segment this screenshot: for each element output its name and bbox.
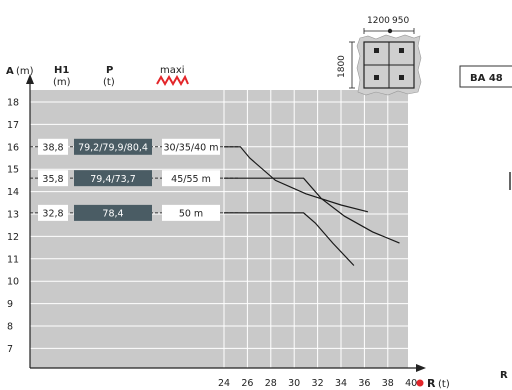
x-tick-label: 26 bbox=[241, 378, 253, 389]
x-tick-label: 34 bbox=[335, 378, 347, 389]
row-p-value-box bbox=[74, 204, 152, 221]
base-plan-diagram: 1200 950 1800 bbox=[337, 16, 422, 96]
load-curve bbox=[224, 146, 369, 213]
y-tick-labels: 7 8 9 10 11 12 13 14 15 16 17 18 bbox=[7, 98, 19, 355]
row-length-value-box bbox=[162, 204, 220, 221]
row-p-value: 79,4/73,7 bbox=[90, 174, 136, 185]
base-width-2: 950 bbox=[392, 16, 409, 26]
y-tick-label: 11 bbox=[7, 254, 19, 265]
base-foot-4-icon bbox=[399, 75, 404, 80]
x-tick-label: 24 bbox=[218, 378, 230, 389]
r-axis-unit: (t) bbox=[438, 379, 450, 390]
row-p-value-box bbox=[74, 170, 152, 187]
x-axis-arrow-icon bbox=[416, 364, 426, 372]
a-axis-label: A bbox=[6, 66, 14, 77]
row-h1-value-box bbox=[38, 170, 68, 187]
row-h1-value: 32,8 bbox=[42, 209, 63, 220]
x-tick-label: 30 bbox=[288, 378, 300, 389]
y-tick-label: 14 bbox=[7, 187, 19, 198]
y-tick-label: 16 bbox=[7, 142, 19, 153]
configuration-rows: 38,8 79,2/79,9/80,4 30/35/40 m 35,8 79,4/73,… bbox=[30, 138, 238, 221]
h1-unit: (m) bbox=[53, 77, 71, 88]
row-p-value-box bbox=[74, 138, 152, 155]
x-tick-label: 40 bbox=[405, 378, 417, 389]
model-label: BA 48 bbox=[470, 73, 503, 84]
vertical-gridlines bbox=[223, 90, 389, 368]
edge-r-label: R bbox=[500, 370, 508, 381]
row-p-value: 79,2/79,9/80,4 bbox=[78, 143, 148, 154]
r-dot-icon bbox=[416, 379, 424, 387]
y-tick-label: 10 bbox=[7, 277, 19, 288]
row-h1-value-box bbox=[38, 138, 68, 155]
p-header: P bbox=[106, 65, 113, 76]
maxi-header: maxi bbox=[160, 65, 185, 76]
x-tick-label: 32 bbox=[312, 378, 324, 389]
row-length-value-box bbox=[162, 170, 220, 187]
y-tick-label: 9 bbox=[7, 299, 13, 310]
y-tick-label: 13 bbox=[7, 210, 19, 221]
base-depth: 1800 bbox=[337, 55, 347, 78]
row-length-value-box bbox=[162, 138, 220, 155]
row-length-value: 45/55 m bbox=[171, 174, 211, 185]
row-p-value: 78,4 bbox=[102, 209, 123, 220]
model-box bbox=[459, 65, 512, 88]
plot-area bbox=[30, 90, 408, 368]
r-axis-label: R bbox=[427, 377, 436, 390]
maxi-zigzag-icon bbox=[156, 74, 189, 87]
load-curves bbox=[224, 146, 400, 266]
x-tick-labels: 24 26 28 30 32 34 36 38 40 bbox=[218, 378, 417, 389]
y-tick-label: 15 bbox=[7, 165, 19, 176]
row-h1-value: 35,8 bbox=[42, 174, 63, 185]
h1-header: H1 bbox=[54, 65, 69, 76]
base-foot-1-icon bbox=[374, 48, 379, 53]
x-tick-label: 38 bbox=[382, 378, 394, 389]
row-h1-value: 38,8 bbox=[42, 143, 63, 154]
y-tick-label: 8 bbox=[7, 322, 13, 333]
y-tick-label: 17 bbox=[7, 120, 19, 131]
base-width-1: 1200 bbox=[367, 16, 390, 26]
base-foot-3-icon bbox=[374, 75, 379, 80]
y-tick-label: 7 bbox=[7, 344, 13, 355]
base-center-dot-icon bbox=[387, 28, 393, 34]
row-length-value: 50 m bbox=[179, 209, 203, 220]
load-curve bbox=[224, 177, 400, 244]
y-tick-label: 18 bbox=[7, 98, 19, 109]
row-length-value: 30/35/40 m bbox=[164, 143, 219, 154]
row-h1-value-box bbox=[38, 204, 68, 221]
p-unit: (t) bbox=[103, 77, 115, 88]
x-tick-label: 28 bbox=[265, 378, 277, 389]
a-axis-unit: (m) bbox=[16, 66, 34, 77]
load-curve bbox=[224, 212, 355, 266]
x-tick-label: 36 bbox=[358, 378, 370, 389]
base-foot-2-icon bbox=[399, 48, 404, 53]
y-tick-label: 12 bbox=[7, 232, 19, 243]
y-axis-arrow-icon bbox=[26, 74, 34, 84]
